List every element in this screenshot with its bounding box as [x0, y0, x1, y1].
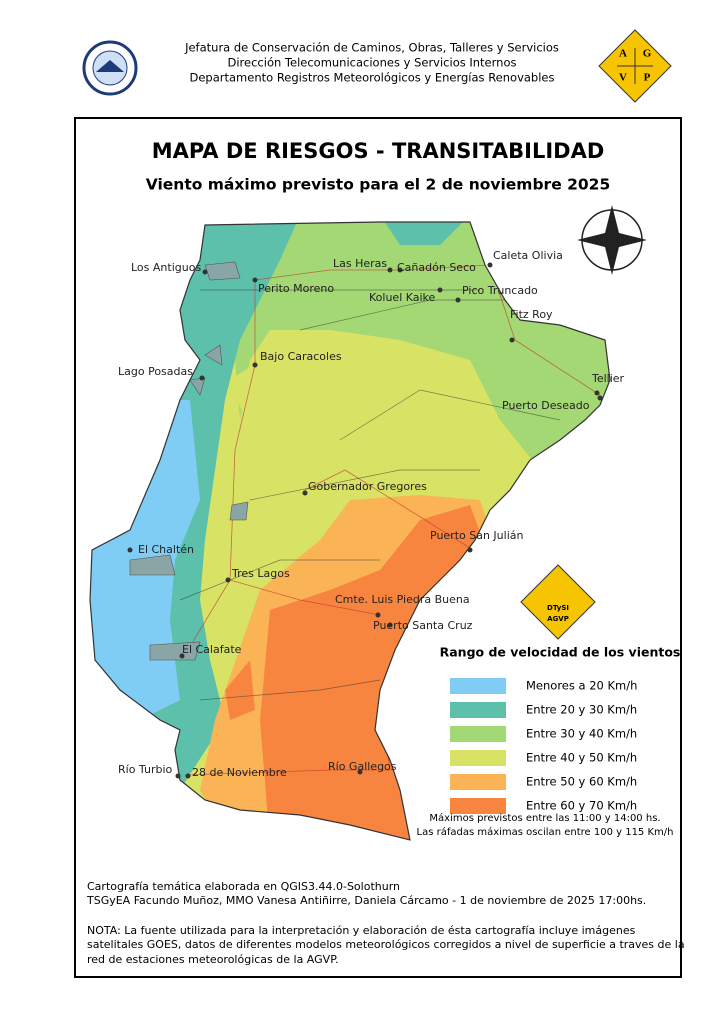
place-label: Tellier	[591, 372, 625, 385]
place-label: Río Gallegos	[328, 760, 397, 773]
badge-text: AGVP	[547, 615, 569, 623]
place-dot	[375, 612, 381, 618]
place-dot	[467, 547, 473, 553]
place-label: 28 de Noviembre	[192, 766, 287, 779]
place-label: Bajo Caracoles	[260, 350, 342, 363]
place-dot	[357, 769, 363, 775]
place-dot	[202, 269, 208, 275]
place-label: El Chaltén	[138, 543, 194, 556]
legend-label: Entre 50 y 60 Km/h	[526, 775, 637, 789]
header-line: Departamento Registros Meteorológicos y …	[190, 71, 555, 85]
province-logo	[82, 40, 138, 96]
credit: Cartografía temática elaborada en QGIS3.…	[87, 880, 400, 893]
logo-letter: A	[619, 48, 627, 60]
place-dot	[387, 622, 393, 628]
header-line: Dirección Telecomunicaciones y Servicios…	[228, 56, 517, 70]
place-dot	[225, 577, 231, 583]
place-dot	[185, 773, 191, 779]
place-label: El Calafate	[182, 643, 242, 656]
place-dot	[302, 490, 308, 496]
legend-label: Entre 20 y 30 Km/h	[526, 703, 637, 717]
legend-note: Las ráfadas máximas oscilan entre 100 y …	[417, 826, 674, 838]
header-line: Jefatura de Conservación de Caminos, Obr…	[184, 41, 559, 55]
place-dot	[437, 287, 443, 293]
legend-label: Entre 30 y 40 Km/h	[526, 727, 637, 741]
place-label: Koluel Kaike	[369, 291, 436, 304]
title: MAPA DE RIESGOS - TRANSITABILIDAD	[152, 139, 605, 163]
place-dot	[509, 337, 515, 343]
place-dot	[175, 773, 181, 779]
legend-swatch	[450, 726, 506, 742]
note-line: NOTA: La fuente utilizada para la interp…	[87, 924, 636, 937]
legend-swatch	[450, 702, 506, 718]
place-dot	[127, 547, 133, 553]
legend-swatch	[450, 798, 506, 814]
place-label: Lago Posadas	[118, 365, 193, 378]
place-label: Las Heras	[333, 257, 387, 270]
logo-letter: P	[644, 72, 651, 84]
legend-label: Entre 40 y 50 Km/h	[526, 751, 637, 765]
subtitle: Viento máximo previsto para el 2 de novi…	[146, 176, 611, 194]
place-dot	[252, 277, 258, 283]
place-label: Pico Truncado	[462, 284, 538, 297]
place-dot	[252, 362, 258, 368]
place-dot	[387, 267, 393, 273]
legend-label: Entre 60 y 70 Km/h	[526, 799, 637, 813]
note-line: satelitales GOES, datos de diferentes mo…	[87, 938, 685, 951]
place-label: Tres Lagos	[231, 567, 290, 580]
place-label: Puerto Santa Cruz	[373, 619, 473, 632]
place-label: Gobernador Gregores	[308, 480, 427, 493]
legend-swatch	[450, 750, 506, 766]
place-label: Cañadón Seco	[397, 261, 476, 274]
legend-swatch	[450, 678, 506, 694]
note-line: red de estaciones meteorológicas de la A…	[87, 953, 339, 966]
dtysi-badge: DTySI AGVP	[520, 564, 596, 640]
credit: TSGyEA Facundo Muñoz, MMO Vanesa Antiñir…	[86, 894, 646, 907]
place-label: Los Antiguos	[131, 261, 201, 274]
place-label: Río Turbio	[118, 763, 173, 776]
compass	[577, 205, 647, 275]
place-dot	[199, 375, 205, 381]
place-label: Caleta Olivia	[493, 249, 563, 262]
place-dot	[397, 267, 403, 273]
badge-text: DTySI	[547, 604, 569, 612]
place-label: Puerto Deseado	[502, 399, 590, 412]
place-dot	[597, 395, 603, 401]
legend-note: Máximos previstos entre las 11:00 y 14:0…	[429, 812, 660, 824]
place-label: Cmte. Luis Piedra Buena	[335, 593, 470, 606]
place-dot	[487, 262, 493, 268]
logo-letter: V	[619, 72, 627, 84]
place-label: Puerto San Julián	[430, 529, 524, 542]
legend-swatch	[450, 774, 506, 790]
legend-label: Menores a 20 Km/h	[526, 679, 637, 693]
logo-letter: G	[643, 48, 652, 60]
place-dot	[179, 653, 185, 659]
agvp-logo: A G V P	[598, 29, 672, 103]
frame	[74, 117, 682, 978]
legend-title: Rango de velocidad de los vientos	[440, 645, 681, 660]
place-dot	[594, 390, 600, 396]
place-label: Fitz Roy	[510, 308, 553, 321]
place-label: Perito Moreno	[258, 282, 334, 295]
place-dot	[455, 297, 461, 303]
